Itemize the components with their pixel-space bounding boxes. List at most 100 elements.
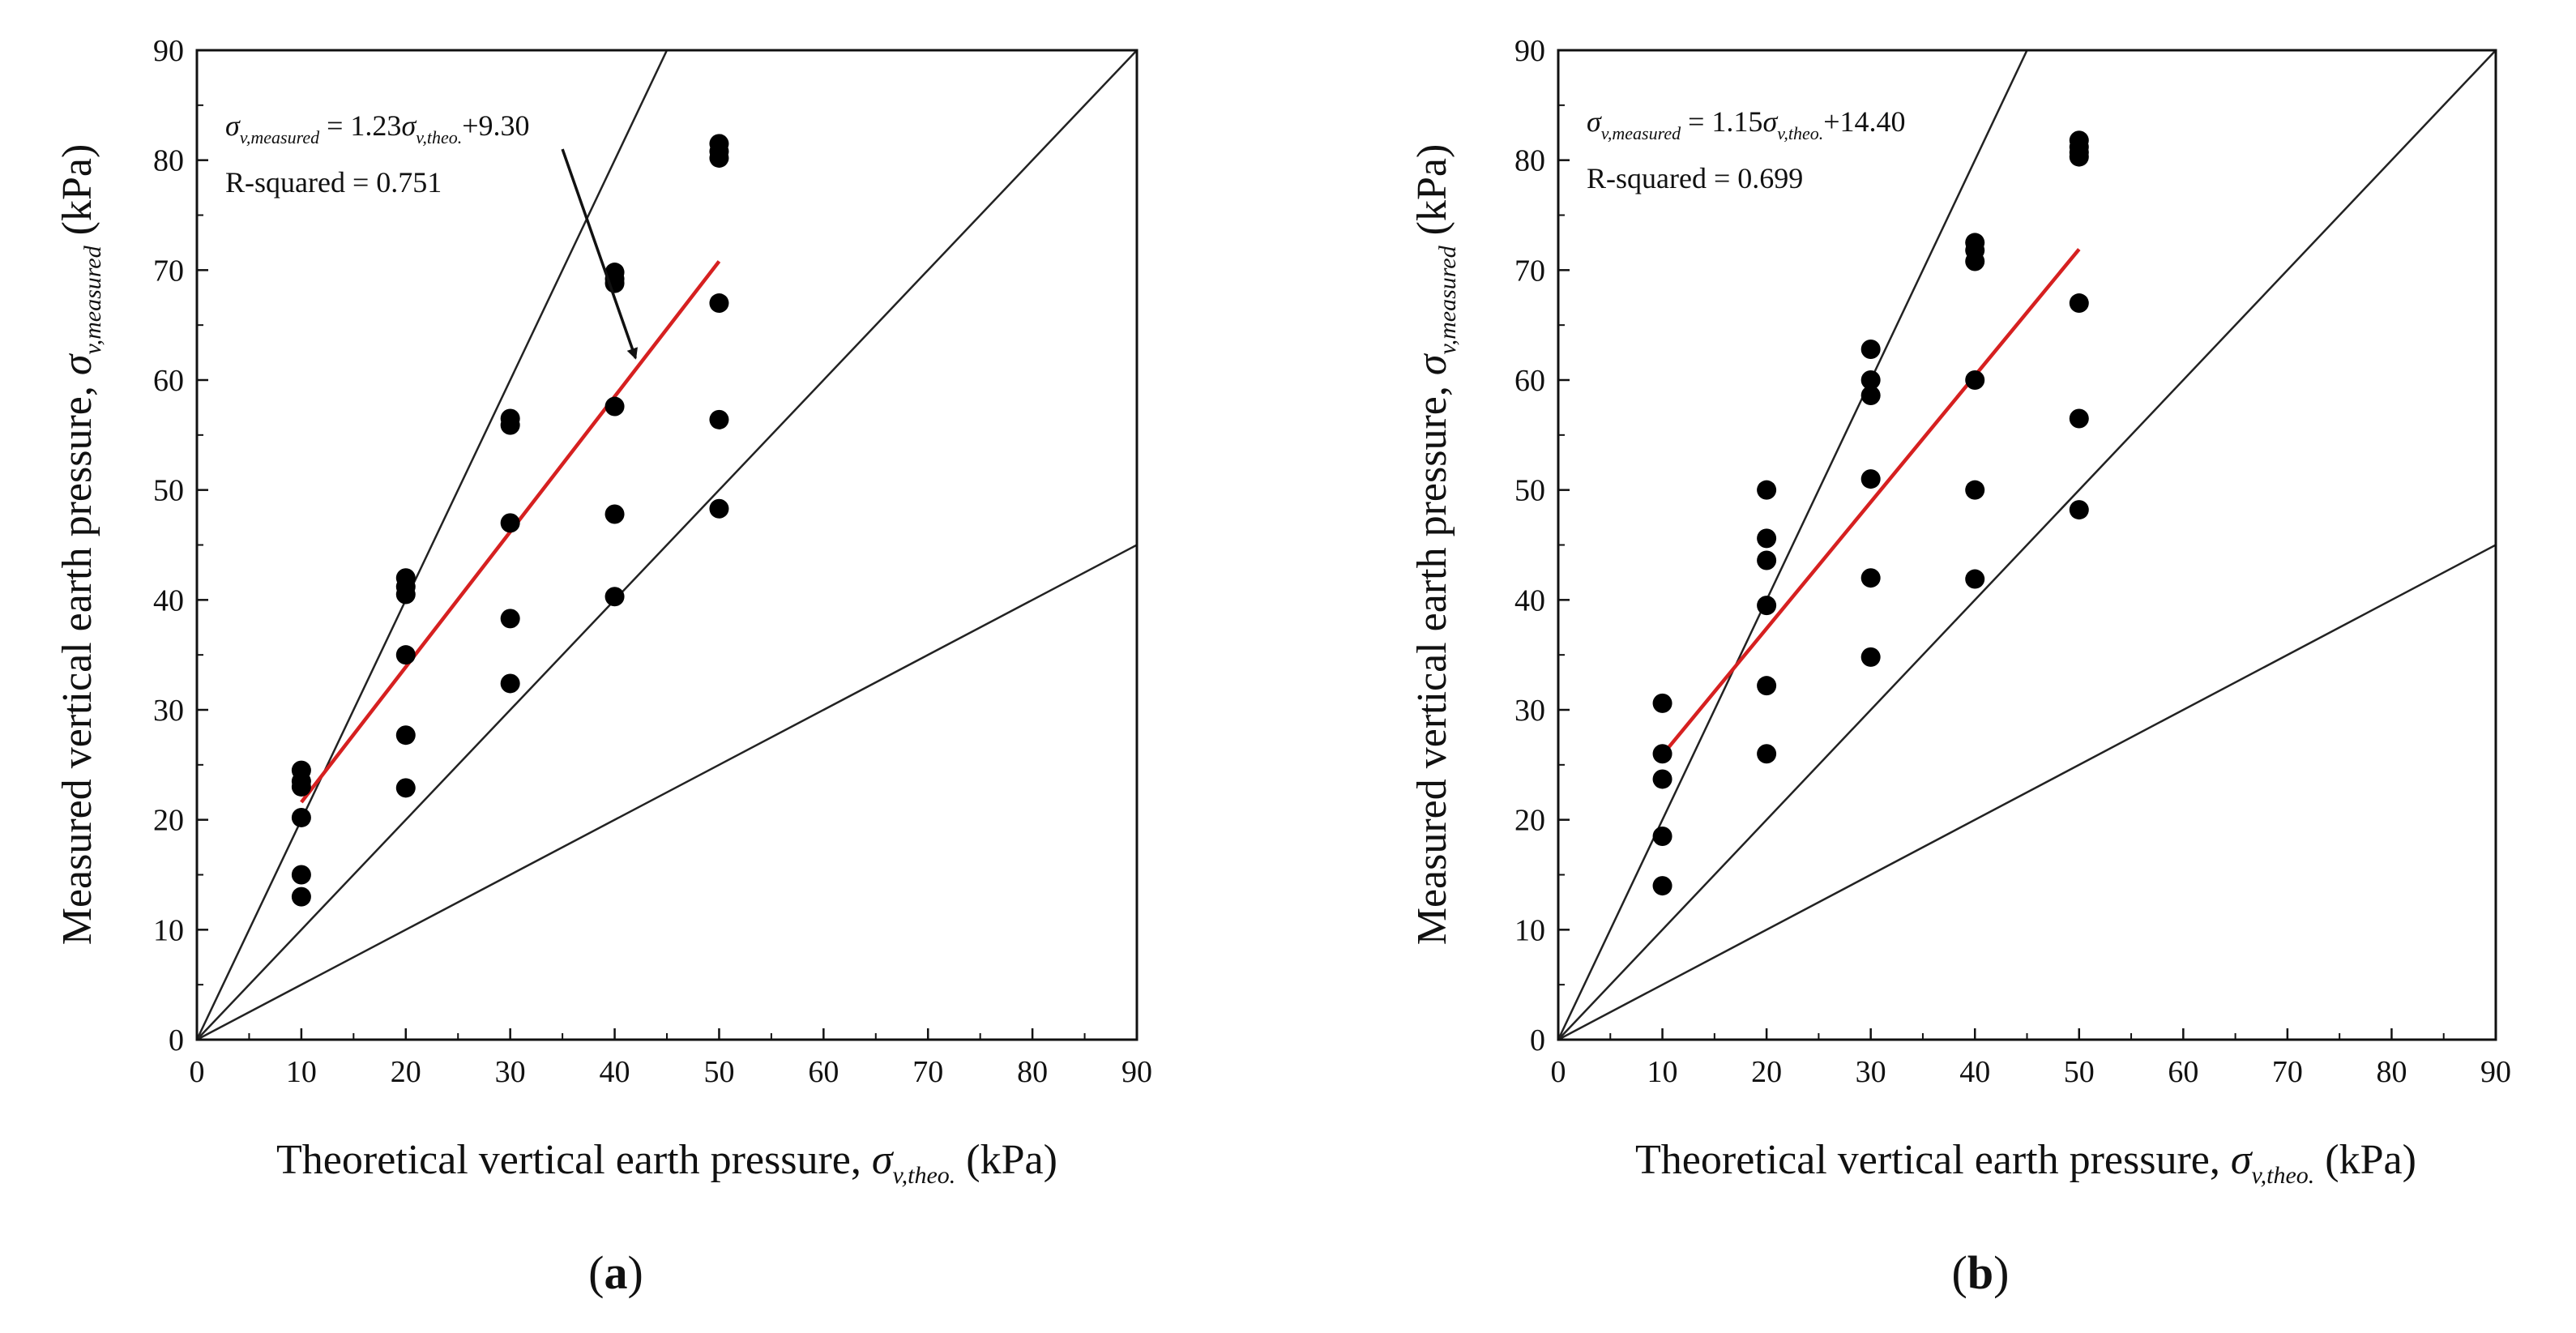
x-tick-label-b-0: 0 — [1551, 1055, 1566, 1089]
data-point-a-28 — [709, 498, 729, 519]
x-tick-label-a-40: 40 — [600, 1055, 630, 1089]
data-point-b-9 — [1757, 676, 1777, 696]
y-tick-label-a-50: 50 — [153, 474, 184, 508]
data-point-b-1 — [1652, 744, 1672, 764]
data-point-b-10 — [1757, 744, 1777, 764]
y-tick-label-b-10: 10 — [1514, 913, 1545, 947]
x-tick-label-a-0: 0 — [190, 1055, 205, 1089]
data-point-a-3 — [291, 807, 311, 827]
x-tick-label-b-70: 70 — [2272, 1055, 2303, 1089]
scatter-chart-b: 0 10 20 30 40 50 60 70 80 90 0102030405060708090 … — [1409, 34, 2511, 1299]
x-tick-label-b-60: 60 — [2168, 1055, 2198, 1089]
y-tick-label-b-70: 70 — [1514, 254, 1545, 288]
x-tick-label-a-70: 70 — [912, 1055, 943, 1089]
data-point-a-22 — [604, 587, 625, 607]
y-tick-label-b-0: 0 — [1530, 1023, 1545, 1057]
y-axis-title-b: Measured vertical earth pressure, σv,mea… — [1409, 144, 1461, 946]
data-point-b-0 — [1652, 693, 1672, 713]
data-point-b-26 — [2069, 147, 2089, 167]
panel-label-a: (a) — [588, 1246, 643, 1299]
x-tick-label-b-50: 50 — [2064, 1055, 2095, 1089]
y-tick-label-a-20: 20 — [153, 804, 184, 838]
data-point-b-21 — [1965, 480, 1985, 500]
data-point-a-21 — [604, 504, 625, 524]
reference-lines-b — [1558, 50, 2496, 1040]
fit-line-b — [1660, 248, 2081, 757]
data-point-a-16 — [500, 673, 520, 694]
y-tick-label-a-80: 80 — [153, 144, 184, 178]
data-point-b-4 — [1652, 876, 1672, 896]
y-tick-label-b-80: 80 — [1514, 144, 1545, 178]
y-tick-label-a-30: 30 — [153, 694, 184, 728]
y-tick-label-b-20: 20 — [1514, 804, 1545, 838]
data-point-b-8 — [1757, 596, 1777, 616]
data-point-b-5 — [1757, 480, 1777, 500]
x-tick-label-a-10: 10 — [286, 1055, 317, 1089]
data-point-b-6 — [1757, 528, 1777, 549]
data-point-b-3 — [1652, 827, 1672, 847]
x-tick-label-b-30: 30 — [1856, 1055, 1886, 1089]
data-point-a-10 — [395, 725, 416, 746]
x-tick-label-b-80: 80 — [2376, 1055, 2407, 1089]
x-tick-label-a-90: 90 — [1121, 1055, 1152, 1089]
data-point-a-15 — [500, 609, 520, 629]
y-tick-label-b-60: 60 — [1514, 364, 1545, 398]
data-point-a-13 — [500, 415, 520, 435]
x-axis-title-a: Theoretical vertical earth pressure, σv,… — [276, 1137, 1057, 1189]
x-axis-b: 0 10 20 30 40 50 60 70 80 90 — [1551, 1028, 2511, 1089]
x-tick-label-a-60: 60 — [808, 1055, 839, 1089]
data-points-a — [291, 134, 729, 907]
x-axis-a: 0 10 20 30 40 50 60 70 80 90 — [190, 1028, 1152, 1089]
data-point-b-15 — [1860, 568, 1881, 588]
equation-a: σv,measured = 1.23σv,theo.+9.30 — [225, 109, 530, 147]
data-point-b-22 — [1965, 569, 1985, 589]
data-points-b — [1652, 130, 2089, 896]
y-tick-label-a-10: 10 — [153, 913, 184, 947]
data-point-a-9 — [395, 645, 416, 665]
x-tick-label-b-40: 40 — [1959, 1055, 1990, 1089]
y-tick-label-a-90: 90 — [153, 34, 184, 68]
x-tick-label-b-10: 10 — [1647, 1055, 1678, 1089]
x-tick-label-a-30: 30 — [495, 1055, 526, 1089]
reference-lines-a — [197, 50, 1137, 1040]
x-tick-label-a-50: 50 — [703, 1055, 734, 1089]
y-tick-label-b-40: 40 — [1514, 583, 1545, 617]
data-point-a-11 — [395, 778, 416, 798]
y-tick-label-a-70: 70 — [153, 254, 184, 288]
data-point-a-20 — [604, 396, 625, 417]
data-point-a-14 — [500, 513, 520, 533]
x-tick-label-a-20: 20 — [391, 1055, 421, 1089]
data-point-a-2 — [291, 776, 311, 797]
x-tick-label-b-20: 20 — [1751, 1055, 1782, 1089]
annotation-arrow-a — [561, 148, 638, 360]
data-point-b-7 — [1757, 550, 1777, 570]
data-point-b-2 — [1652, 769, 1672, 789]
r-squared-a: R-squared = 0.751 — [225, 166, 442, 199]
reference-line-b-0 — [1558, 50, 2028, 1040]
y-axis-b: 0 10 20 30 40 50 60 70 80 90 — [1514, 34, 1570, 1057]
x-tick-label-b-90: 90 — [2480, 1055, 2511, 1089]
data-point-a-8 — [395, 584, 416, 605]
data-point-a-25 — [709, 147, 729, 168]
reference-line-a-2 — [197, 544, 1137, 1040]
y-tick-label-a-40: 40 — [153, 583, 184, 617]
data-point-b-13 — [1860, 385, 1881, 405]
y-axis-a: 0 10 20 30 40 50 60 70 80 90 — [153, 34, 208, 1057]
y-tick-label-b-30: 30 — [1514, 694, 1545, 728]
y-tick-label-b-90: 90 — [1514, 34, 1545, 68]
scatter-chart-a: 0 10 20 30 40 50 60 70 80 90 0102030405060708090 … — [54, 34, 1152, 1299]
reference-line-a-0 — [197, 50, 669, 1040]
data-point-a-5 — [291, 887, 311, 907]
y-tick-label-b-50: 50 — [1514, 474, 1545, 508]
reference-line-b-1 — [1558, 50, 2496, 1040]
data-point-b-29 — [2069, 500, 2089, 520]
data-point-b-16 — [1860, 647, 1881, 667]
y-tick-label-a-0: 0 — [169, 1023, 184, 1057]
data-point-a-27 — [709, 409, 729, 429]
data-point-b-27 — [2069, 293, 2089, 314]
data-point-b-20 — [1965, 370, 1985, 390]
data-point-a-4 — [291, 865, 311, 885]
x-axis-title-b: Theoretical vertical earth pressure, σv,… — [1635, 1137, 2416, 1189]
data-point-b-11 — [1860, 340, 1881, 360]
data-point-b-19 — [1965, 251, 1985, 271]
